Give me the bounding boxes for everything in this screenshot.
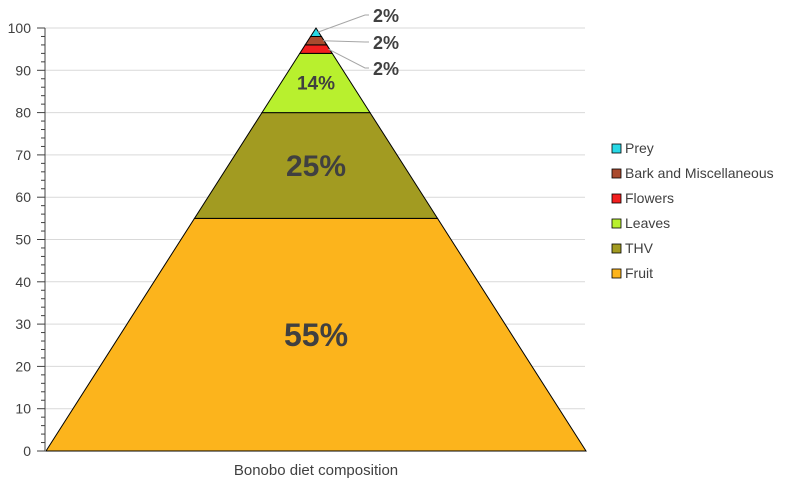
y-tick-label: 50 (15, 232, 31, 248)
y-tick-label: 30 (15, 316, 31, 332)
leader-line (328, 48, 369, 69)
legend-label-bark-and-miscellaneous: Bark and Miscellaneous (625, 165, 774, 181)
pyramid-segment-prey (309, 27, 323, 37)
y-tick-label: 80 (15, 105, 31, 121)
legend-swatch-flowers (611, 193, 622, 204)
data-label-thv: 25% (286, 150, 346, 183)
legend-label-flowers: Flowers (625, 190, 674, 206)
legend-swatch-thv (611, 243, 622, 254)
y-tick-label: 90 (15, 62, 31, 78)
y-tick-label: 10 (15, 401, 31, 417)
data-label-fruit: 55% (284, 317, 348, 353)
legend-label-leaves: Leaves (625, 215, 670, 231)
data-label-leaves: 14% (297, 74, 335, 95)
legend-swatch-bark-and-miscellaneous (611, 168, 622, 179)
y-tick-label: 100 (8, 20, 32, 36)
y-tick-label: 40 (15, 274, 31, 290)
data-labels: 55% 25% 14% 2% 2% 2% (284, 6, 399, 353)
y-tick-label: 70 (15, 147, 31, 163)
y-tick-label: 0 (23, 443, 31, 459)
leader-line (317, 14, 369, 33)
data-label-flowers: 2% (373, 59, 399, 79)
y-tick-label: 20 (15, 358, 31, 374)
legend: Prey Bark and Miscellaneous Flowers Leaves T… (611, 140, 774, 281)
leader-line (323, 40, 369, 43)
y-tick-label: 60 (15, 189, 31, 205)
legend-swatch-fruit (611, 268, 622, 279)
legend-label-fruit: Fruit (625, 265, 653, 281)
pyramid-segment-flowers (298, 44, 334, 54)
legend-label-prey: Prey (625, 140, 654, 156)
pyramid-layers (45, 27, 587, 452)
legend-swatch-leaves (611, 218, 622, 229)
data-label-bark-and-miscellaneous: 2% (373, 33, 399, 53)
legend-swatch-prey (611, 143, 622, 154)
legend-label-thv: THV (625, 240, 654, 256)
x-category-label: Bonobo diet composition (234, 462, 398, 479)
data-label-prey: 2% (373, 6, 399, 26)
